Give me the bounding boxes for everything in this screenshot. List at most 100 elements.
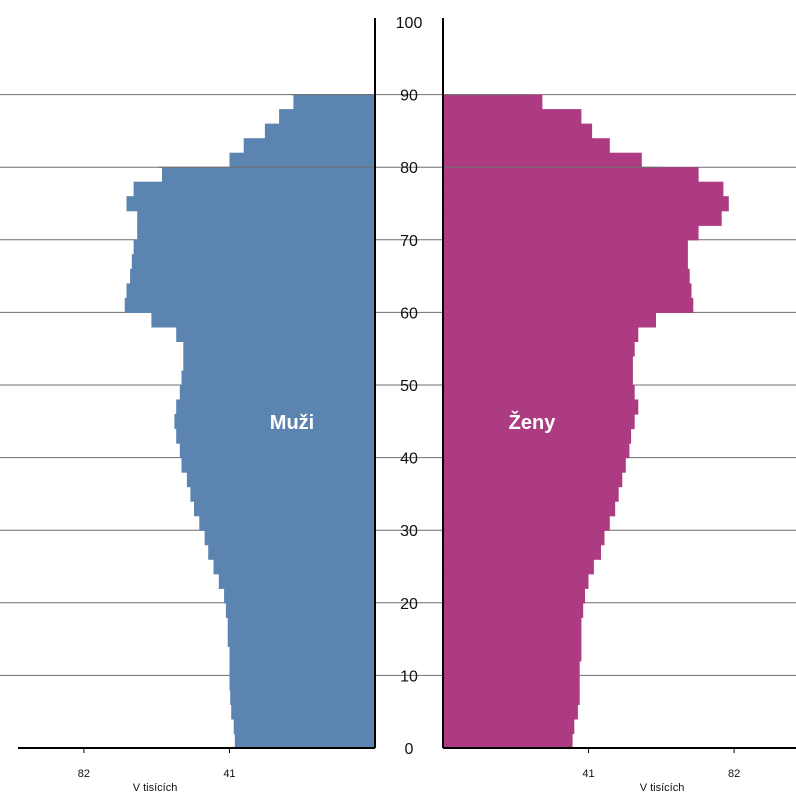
- male-bar-age-58: [151, 312, 375, 328]
- female-bar-age-24: [443, 559, 594, 575]
- female-bar-age-42: [443, 428, 632, 444]
- female-bar-age-54: [443, 341, 635, 357]
- male-bar-age-66: [131, 254, 375, 270]
- female-bar-age-8: [443, 675, 580, 691]
- male-bar-age-80: [229, 152, 375, 168]
- male-bar-age-76: [133, 181, 375, 197]
- male-bar-age-34: [190, 486, 375, 502]
- male-bar-age-2: [233, 719, 375, 735]
- female-bar-age-38: [443, 457, 626, 473]
- male-bar-age-46: [176, 399, 375, 415]
- female-bar-age-30: [443, 515, 610, 531]
- female-bar-age-12: [443, 646, 582, 662]
- age-tick-80: 80: [400, 160, 418, 177]
- age-tick-10: 10: [400, 668, 418, 685]
- axes: [18, 18, 796, 749]
- male-bar-age-36: [186, 472, 375, 488]
- female-bar-age-26: [443, 544, 601, 560]
- population-tick-labels: 41 41 82 82: [78, 748, 740, 780]
- female-bar-age-44: [443, 414, 635, 430]
- male-bar-age-88: [293, 94, 375, 110]
- female-bar-age-88: [443, 94, 543, 110]
- x-unit-label-left: V tisících: [133, 782, 178, 794]
- female-bar-age-52: [443, 356, 633, 372]
- x-tick-label-left-41: 41: [223, 768, 235, 780]
- male-bar-age-42: [176, 428, 375, 444]
- female-bar-age-20: [443, 588, 585, 604]
- male-bar-age-32: [194, 501, 375, 517]
- age-tick-40: 40: [400, 451, 418, 468]
- x-unit-label-right: V tisících: [640, 782, 685, 794]
- female-bar-age-74: [443, 196, 729, 212]
- male-bar-age-40: [179, 443, 376, 459]
- male-bar-age-18: [225, 602, 375, 618]
- female-bar-age-16: [443, 617, 582, 633]
- male-bar-age-30: [199, 515, 375, 531]
- x-tick-label-right-82: 82: [728, 768, 740, 780]
- male-bar-age-50: [181, 370, 375, 386]
- male-bar-age-38: [181, 457, 375, 473]
- female-bar-age-50: [443, 370, 633, 386]
- male-bar-age-22: [218, 573, 375, 589]
- female-bar-age-46: [443, 399, 639, 415]
- male-bar-age-54: [183, 341, 375, 357]
- x-tick-label-left-82: 82: [78, 768, 90, 780]
- legend-female-label: Ženy: [509, 410, 557, 434]
- male-bar-age-56: [176, 326, 375, 342]
- female-bar-age-2: [443, 719, 575, 735]
- female-bar-age-0: [443, 733, 573, 749]
- male-bar-age-0: [234, 733, 375, 749]
- male-bar-age-64: [130, 268, 375, 284]
- female-bar-age-18: [443, 602, 584, 618]
- male-bar-age-62: [126, 283, 375, 299]
- female-bar-age-6: [443, 689, 580, 705]
- age-tick-labels: 0 10 20 30 40 50 60 70 80 90 100: [396, 15, 423, 758]
- age-tick-60: 60: [400, 305, 418, 322]
- age-tick-20: 20: [400, 596, 418, 613]
- female-bar-age-22: [443, 573, 589, 589]
- male-bar-age-8: [229, 675, 375, 691]
- male-bar-age-86: [279, 109, 375, 125]
- male-bar-age-72: [137, 210, 375, 226]
- female-bar-age-10: [443, 660, 580, 676]
- male-bar-age-78: [162, 167, 375, 183]
- male-bar-age-16: [227, 617, 375, 633]
- male-bar-age-6: [230, 689, 375, 705]
- female-bar-age-56: [443, 326, 639, 342]
- male-bar-age-70: [137, 225, 375, 241]
- female-bar-age-70: [443, 225, 699, 241]
- male-bar-age-48: [179, 385, 376, 401]
- age-tick-0: 0: [405, 741, 414, 758]
- male-bar-age-24: [213, 559, 375, 575]
- male-bar-age-84: [264, 123, 375, 139]
- male-bar-age-28: [204, 530, 375, 546]
- male-bar-age-68: [133, 239, 375, 255]
- age-tick-50: 50: [400, 378, 418, 395]
- female-bar-age-84: [443, 123, 593, 139]
- male-bar-age-26: [208, 544, 375, 560]
- female-bar-age-64: [443, 268, 690, 284]
- age-tick-90: 90: [400, 88, 418, 105]
- x-tick-label-right-41: 41: [582, 768, 594, 780]
- reference-lines: [158, 94, 660, 168]
- female-bar-age-66: [443, 254, 688, 270]
- female-bar-age-60: [443, 297, 694, 313]
- male-bar-age-44: [174, 414, 375, 430]
- male-bar-age-14: [227, 631, 375, 647]
- female-bar-age-68: [443, 239, 688, 255]
- female-bar-age-48: [443, 385, 635, 401]
- female-bar-age-80: [443, 152, 642, 168]
- male-bar-age-10: [229, 660, 375, 676]
- female-bar-age-40: [443, 443, 630, 459]
- male-bars: [124, 94, 376, 749]
- age-tick-30: 30: [400, 523, 418, 540]
- male-bar-age-74: [126, 196, 375, 212]
- female-bar-age-34: [443, 486, 619, 502]
- male-bar-age-20: [224, 588, 375, 604]
- female-bar-age-28: [443, 530, 605, 546]
- female-bars: [443, 94, 729, 749]
- female-bar-age-32: [443, 501, 616, 517]
- male-bar-age-4: [231, 704, 375, 720]
- female-bar-age-86: [443, 109, 582, 125]
